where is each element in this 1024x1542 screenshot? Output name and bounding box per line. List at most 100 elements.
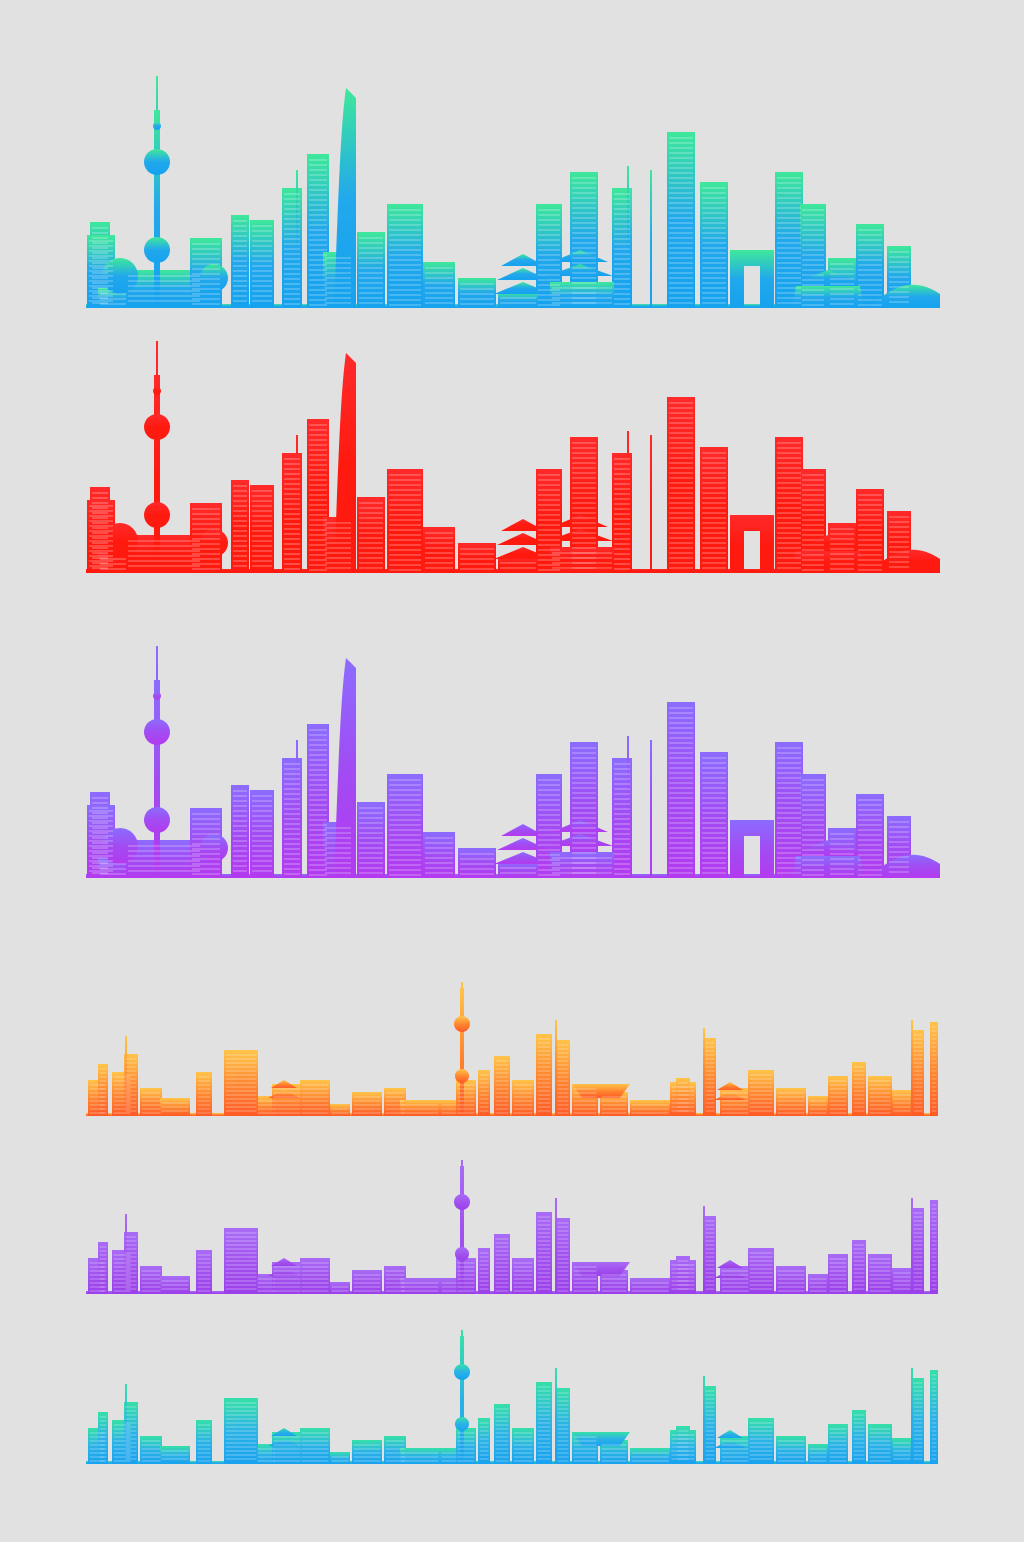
temple-roof xyxy=(501,824,545,836)
globe-building-left xyxy=(102,523,138,559)
building xyxy=(456,1428,476,1464)
spire xyxy=(911,1368,913,1464)
temple-roof xyxy=(268,1438,300,1446)
building xyxy=(912,1030,924,1116)
temple-roof xyxy=(552,820,608,832)
temple-roof xyxy=(714,1092,746,1100)
temple-roof xyxy=(494,547,552,559)
building xyxy=(704,1386,716,1464)
building xyxy=(630,1448,670,1464)
tv-tower-upper-sphere xyxy=(144,719,170,745)
building xyxy=(828,1254,848,1294)
building xyxy=(512,1080,534,1116)
building xyxy=(704,1038,716,1116)
building xyxy=(748,1418,774,1464)
spire xyxy=(650,170,652,308)
building xyxy=(828,1424,848,1464)
building xyxy=(498,862,538,878)
globe-building-right xyxy=(200,834,228,862)
tv-tower-shaft xyxy=(154,375,160,573)
building xyxy=(630,1278,670,1294)
building xyxy=(357,802,385,878)
tv-tower-top-sphere xyxy=(153,387,161,395)
loop-tower xyxy=(226,1400,258,1464)
building xyxy=(852,1410,866,1464)
loop-tower xyxy=(226,1230,258,1294)
building xyxy=(930,1022,938,1116)
building xyxy=(748,1070,774,1116)
building xyxy=(498,292,538,308)
temple-roof xyxy=(717,1430,743,1438)
palace-roof xyxy=(788,270,868,286)
building xyxy=(282,188,302,308)
building xyxy=(478,1248,490,1294)
building xyxy=(124,1402,138,1464)
building xyxy=(550,282,614,308)
building xyxy=(300,1258,330,1294)
temple-roof xyxy=(268,1268,300,1276)
city-silhouette xyxy=(86,76,940,308)
tv-tower-lower-sphere xyxy=(455,1417,469,1431)
stadium xyxy=(870,549,940,573)
spire xyxy=(125,1036,127,1116)
building xyxy=(930,1370,938,1464)
spire xyxy=(650,435,652,573)
building xyxy=(300,1428,330,1464)
building xyxy=(912,1208,924,1294)
stadium xyxy=(870,854,940,878)
building xyxy=(667,702,695,878)
building xyxy=(556,1388,570,1464)
pavilion-top xyxy=(572,1432,630,1446)
temple-roof xyxy=(717,1082,743,1090)
building xyxy=(440,1448,458,1464)
building xyxy=(98,1242,108,1294)
building xyxy=(124,1232,138,1294)
globe-building-left xyxy=(102,258,138,294)
window-grid xyxy=(89,1204,937,1292)
building xyxy=(720,1436,750,1464)
building xyxy=(498,557,538,573)
building xyxy=(231,785,249,878)
spire xyxy=(703,1376,705,1464)
skyline-large-teal-blue xyxy=(86,76,940,308)
spiral-tower xyxy=(334,353,356,573)
building xyxy=(776,1436,806,1464)
building xyxy=(700,447,728,573)
building xyxy=(458,278,496,308)
building xyxy=(98,1412,108,1464)
building xyxy=(667,397,695,573)
spire xyxy=(627,431,629,573)
temple-roof xyxy=(497,533,549,545)
tv-tower-lower-sphere xyxy=(144,237,170,263)
loop-tower xyxy=(730,515,774,573)
building xyxy=(676,1426,690,1464)
building xyxy=(852,1240,866,1294)
building xyxy=(387,469,423,573)
building xyxy=(930,1200,938,1294)
pavilion-top xyxy=(572,1262,630,1276)
tv-tower-shaft xyxy=(154,110,160,308)
loop-tower xyxy=(226,1052,258,1116)
skyline-large-violet xyxy=(86,646,940,878)
spire xyxy=(555,1020,557,1116)
temple-roof xyxy=(271,1080,297,1088)
building xyxy=(400,1100,440,1116)
building xyxy=(440,1278,458,1294)
city-silhouette xyxy=(86,646,940,878)
building xyxy=(196,1250,212,1294)
building xyxy=(550,852,614,878)
building xyxy=(720,1088,750,1116)
building xyxy=(512,1258,534,1294)
tv-tower-upper-sphere xyxy=(144,149,170,175)
spire xyxy=(555,1198,557,1294)
building xyxy=(357,232,385,308)
temple-roof xyxy=(552,515,608,527)
building xyxy=(700,752,728,878)
pavilion-top xyxy=(572,1084,630,1098)
skyline-panorama-orange xyxy=(86,982,938,1116)
building xyxy=(458,848,496,878)
building xyxy=(676,1256,690,1294)
building xyxy=(478,1070,490,1116)
building xyxy=(300,1080,330,1116)
